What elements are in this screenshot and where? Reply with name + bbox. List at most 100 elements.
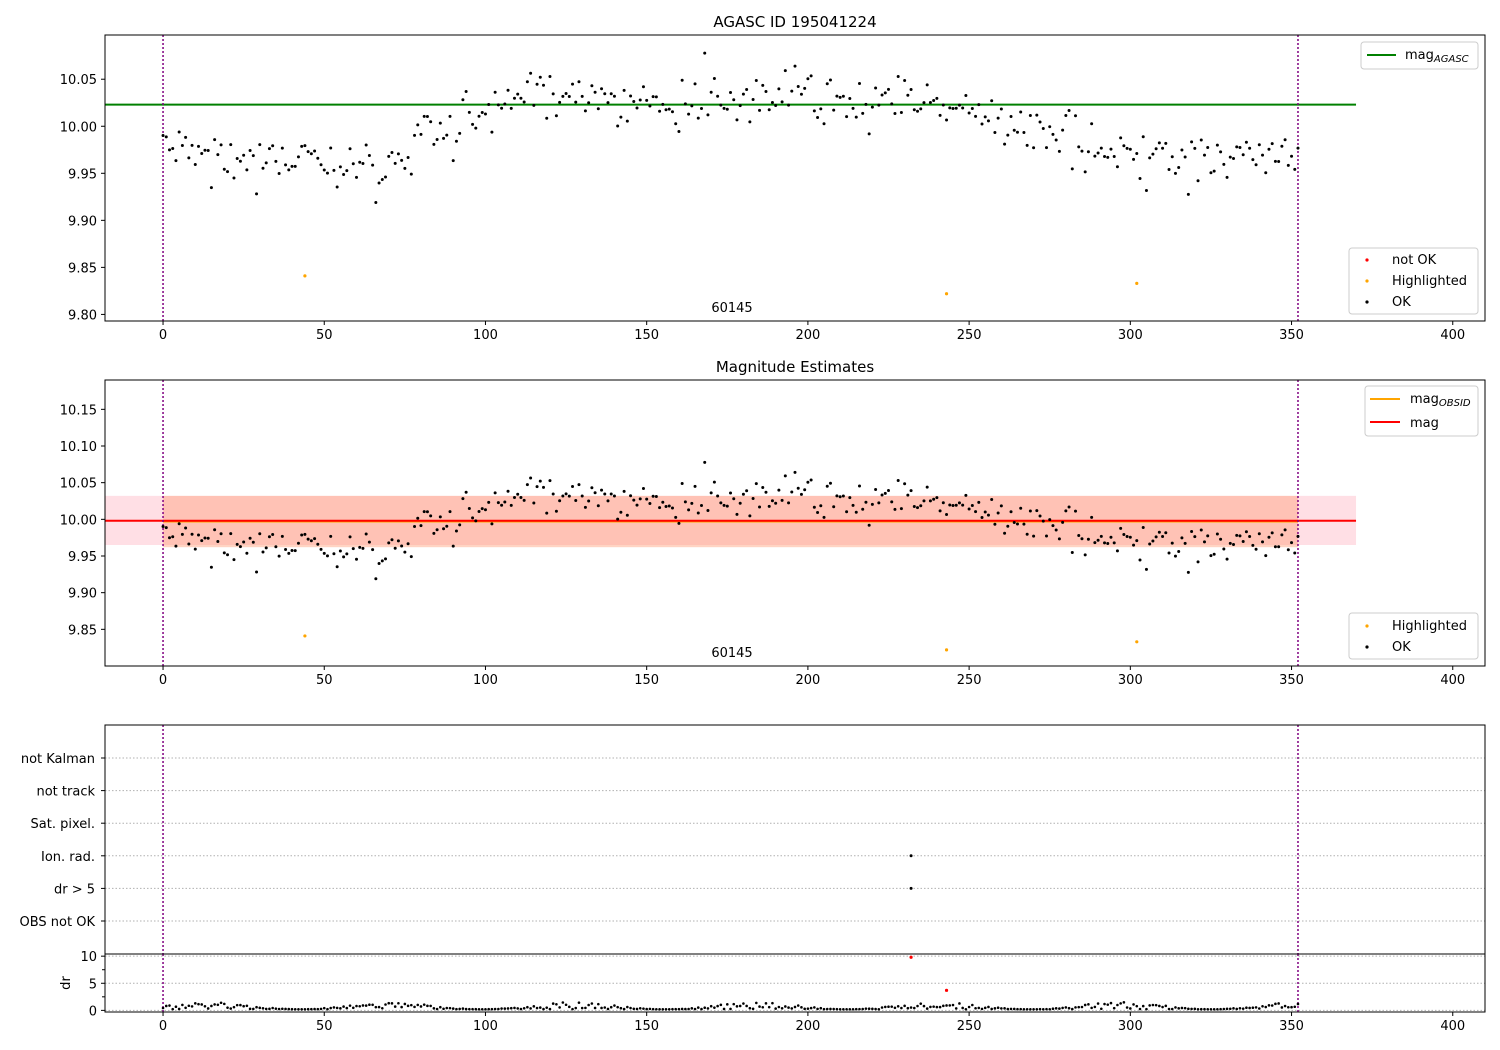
ok-point — [935, 96, 939, 100]
ok-point — [380, 178, 384, 182]
ok-point — [1254, 547, 1258, 551]
ok-point — [335, 185, 339, 189]
ok-point — [722, 503, 726, 507]
ok-point — [396, 539, 400, 543]
ok-point — [358, 545, 362, 549]
ok-point — [1044, 534, 1048, 538]
ok-point — [571, 82, 575, 86]
ok-point — [371, 548, 375, 552]
ok-point — [313, 149, 317, 153]
ok-point — [1090, 122, 1094, 126]
dr-point — [1025, 1007, 1029, 1011]
ok-point — [161, 133, 165, 137]
highlighted-point — [944, 292, 949, 296]
dr-point — [706, 1007, 710, 1010]
dr-point — [480, 1007, 484, 1011]
dr-point — [271, 1006, 274, 1010]
ok-point — [880, 493, 884, 497]
ok-point — [1003, 142, 1007, 146]
dr-point — [932, 1005, 935, 1008]
ok-point — [590, 84, 594, 88]
ok-point — [319, 163, 323, 167]
ok-point — [1032, 146, 1036, 150]
ok-point — [1151, 152, 1155, 156]
ok-point — [216, 539, 220, 543]
ok-point — [197, 533, 201, 537]
dr-point — [1151, 1003, 1155, 1007]
ok-point — [487, 103, 491, 107]
ok-point — [1196, 560, 1200, 564]
ok-point — [583, 505, 587, 509]
dr-point — [332, 1006, 336, 1009]
ok-point — [883, 491, 887, 495]
dr-point — [758, 1005, 761, 1008]
ok-point — [500, 106, 504, 110]
ok-point — [951, 504, 955, 508]
dr-point — [590, 1002, 594, 1005]
y-tick-label: 9.95 — [68, 550, 97, 565]
ok-point — [1132, 157, 1136, 161]
dr-point — [1277, 1002, 1280, 1005]
ok-point — [551, 92, 555, 96]
legend-not-ok: not OK — [1392, 253, 1437, 268]
ok-point — [1032, 534, 1036, 538]
ok-point — [290, 164, 294, 168]
ok-point — [674, 515, 678, 519]
ok-point — [877, 501, 881, 505]
ok-point — [390, 538, 394, 542]
ok-point — [1125, 146, 1129, 150]
ok-point — [680, 78, 684, 82]
ok-point — [1170, 155, 1174, 159]
ok-point — [529, 476, 533, 480]
ok-point — [438, 121, 442, 125]
ok-point — [551, 492, 555, 496]
ok-point — [1238, 146, 1242, 150]
ok-point — [893, 112, 897, 116]
ok-point — [325, 554, 329, 558]
ok-point — [1044, 146, 1048, 150]
dr-point — [732, 1002, 736, 1006]
dr-point — [677, 1007, 681, 1011]
dr-point — [1296, 1002, 1300, 1006]
dr-point — [451, 1007, 455, 1010]
ok-point — [748, 120, 752, 124]
ok-point — [816, 511, 820, 515]
ok-point — [1277, 545, 1281, 549]
ok-point — [167, 148, 171, 152]
dr-point — [306, 1007, 310, 1011]
dr-point — [806, 1007, 810, 1010]
ok-point — [583, 109, 587, 113]
ok-point — [932, 98, 936, 102]
ok-point — [264, 161, 268, 165]
ok-point — [348, 535, 352, 539]
ok-point — [432, 531, 436, 535]
ok-point — [1109, 535, 1113, 539]
ok-point — [419, 132, 423, 136]
ok-point — [464, 490, 468, 494]
dr-point — [593, 1006, 597, 1010]
dr-point — [1222, 1007, 1226, 1011]
ok-point — [1290, 154, 1294, 158]
ok-point — [200, 152, 204, 156]
ok-point — [1193, 535, 1197, 539]
ok-point — [442, 527, 446, 531]
dr-point — [871, 1007, 874, 1011]
ok-point — [1012, 520, 1016, 524]
x-tick-label: 350 — [1279, 1019, 1304, 1034]
dr-point — [200, 1003, 204, 1006]
dr-point — [1070, 1007, 1074, 1011]
ok-point — [1180, 536, 1184, 540]
dr-point — [838, 1007, 842, 1011]
ok-point — [758, 505, 762, 509]
x-tick-label: 300 — [1118, 673, 1143, 688]
dr-point — [1051, 1007, 1055, 1011]
ok-point — [745, 489, 749, 493]
ok-point — [725, 107, 729, 111]
ok-point — [928, 101, 932, 105]
ok-point — [1244, 530, 1248, 534]
ok-point — [525, 80, 529, 84]
panel-magnitude-line-legend: magOBSID mag — [1364, 385, 1479, 437]
y-tick-label: 10 — [80, 950, 97, 965]
ok-point — [629, 494, 633, 498]
